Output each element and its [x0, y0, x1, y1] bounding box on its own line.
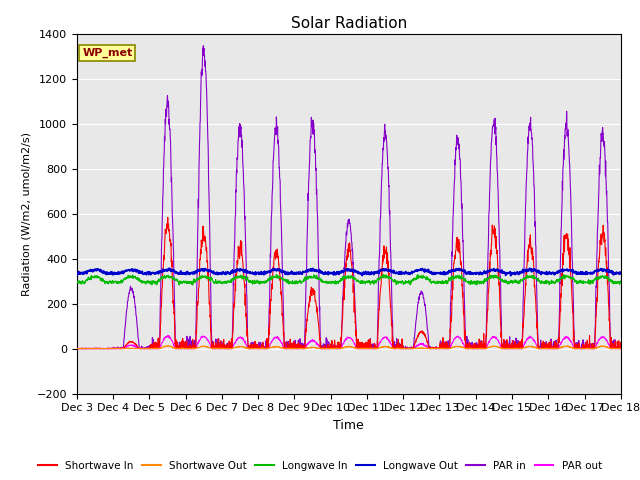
Text: WP_met: WP_met [82, 48, 132, 58]
Legend: Shortwave In, Shortwave Out, Longwave In, Longwave Out, PAR in, PAR out: Shortwave In, Shortwave Out, Longwave In… [34, 456, 606, 475]
X-axis label: Time: Time [333, 419, 364, 432]
Y-axis label: Radiation (W/m2, umol/m2/s): Radiation (W/m2, umol/m2/s) [21, 132, 31, 296]
Title: Solar Radiation: Solar Radiation [291, 16, 407, 31]
